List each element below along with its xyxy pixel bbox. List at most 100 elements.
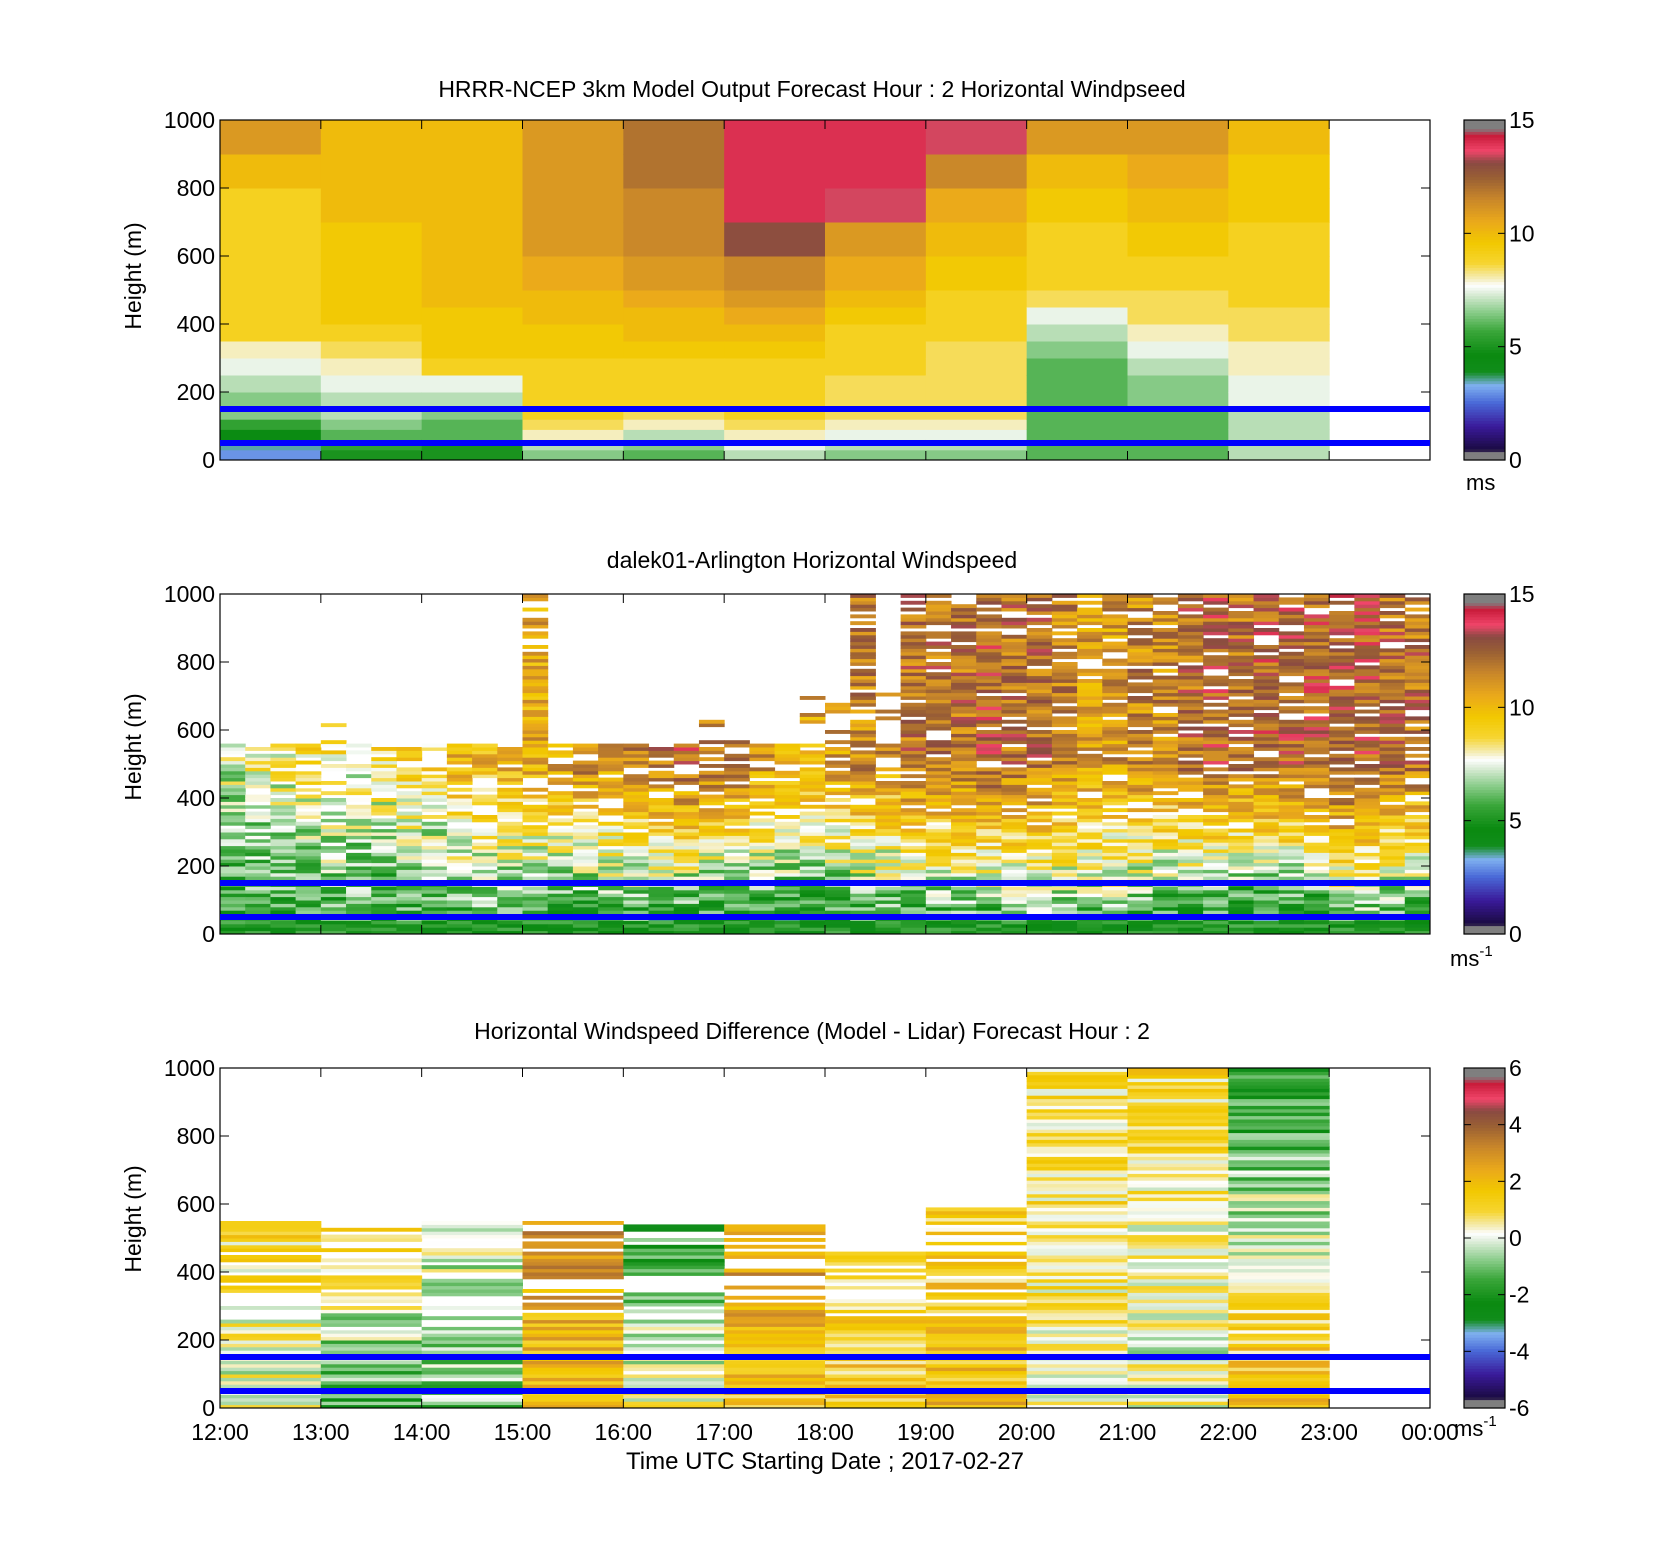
heatmap-cell — [1203, 645, 1229, 649]
heatmap-cell — [220, 1319, 322, 1324]
colorbar-segment — [1464, 1076, 1505, 1080]
heatmap-cell — [1228, 1136, 1330, 1140]
heatmap-cell — [1228, 188, 1330, 223]
heatmap-cell — [825, 307, 927, 325]
heatmap-cell — [1329, 638, 1355, 643]
heatmap-cell — [951, 702, 977, 707]
heatmap-cell — [522, 842, 549, 847]
heatmap-cell — [1278, 832, 1305, 836]
colorbar-segment — [1464, 803, 1505, 808]
heatmap-cell — [925, 930, 952, 935]
heatmap-cell — [925, 1394, 1028, 1399]
heatmap-cell — [1303, 804, 1330, 809]
colorbar-segment — [1464, 693, 1505, 697]
heatmap-cell — [1404, 770, 1431, 775]
heatmap-cell — [421, 808, 448, 813]
heatmap-cell — [270, 859, 297, 864]
heatmap-cell — [220, 767, 246, 772]
colorbar-segment — [1464, 1184, 1505, 1188]
heatmap-cell — [648, 906, 675, 911]
heatmap-cell — [522, 798, 549, 802]
heatmap-cell — [1203, 896, 1229, 901]
heatmap-cell — [825, 872, 851, 877]
heatmap-cell — [925, 1404, 1028, 1409]
heatmap-cell — [1102, 852, 1128, 857]
heatmap-cell — [1278, 658, 1305, 663]
heatmap-cell — [749, 838, 776, 843]
heatmap-cell — [774, 852, 801, 857]
heatmap-cell — [875, 832, 902, 836]
heatmap-cell — [623, 828, 650, 833]
heatmap-cell — [825, 811, 851, 816]
heatmap-cell — [346, 798, 372, 802]
heatmap-cell — [623, 869, 650, 874]
heatmap-cell — [1152, 743, 1179, 748]
heatmap-cell — [1001, 634, 1028, 639]
heatmap-cell — [1127, 1112, 1229, 1117]
heatmap-cell — [1329, 828, 1355, 833]
heatmap-cell — [799, 770, 826, 775]
heatmap-cell — [1127, 736, 1154, 741]
heatmap-cell — [1127, 719, 1154, 724]
heatmap-cell — [572, 910, 599, 915]
heatmap-cell — [1127, 930, 1154, 935]
heatmap-cell — [1404, 804, 1431, 809]
heatmap-cell — [925, 392, 1028, 410]
panel-model: HRRR-NCEP 3km Model Output Forecast Hour… — [120, 76, 1535, 495]
colorbar-segment — [1464, 389, 1505, 393]
colorbar-segment — [1464, 168, 1505, 172]
heatmap-cell — [1228, 906, 1255, 911]
heatmap-cell — [673, 808, 700, 813]
heatmap-cell — [623, 256, 725, 291]
heatmap-cell — [925, 757, 952, 762]
heatmap-cell — [749, 876, 776, 881]
colorbar-segment — [1464, 329, 1505, 334]
colorbar-segment — [1464, 358, 1505, 362]
heatmap-cell — [1127, 1265, 1229, 1270]
heatmap-cell — [1228, 1295, 1330, 1300]
colorbar-segment — [1464, 781, 1505, 785]
colorbar-segment — [1464, 239, 1505, 243]
heatmap-cell — [925, 655, 952, 660]
heatmap-cell — [623, 889, 650, 894]
colorbar-segment — [1464, 196, 1505, 200]
heatmap-cell — [799, 832, 826, 836]
heatmap-cell — [900, 774, 927, 779]
heatmap-cell — [825, 429, 927, 441]
colorbar-segment — [1464, 423, 1505, 427]
heatmap-cell — [1354, 730, 1381, 734]
heatmap-cell — [497, 862, 523, 867]
heatmap-cell — [396, 920, 423, 925]
heatmap-cell — [547, 842, 574, 847]
heatmap-cell — [1152, 696, 1179, 700]
heatmap-cell — [1253, 835, 1280, 840]
panel-lidar-ylabel: Height (m) — [120, 693, 146, 800]
heatmap-cell — [1228, 818, 1255, 823]
heatmap-cell — [1228, 682, 1255, 687]
heatmap-cell — [951, 730, 977, 734]
heatmap-cell — [951, 798, 977, 802]
heatmap-cell — [1177, 614, 1204, 619]
heatmap-cell — [1329, 706, 1355, 711]
heatmap-cell — [1102, 896, 1128, 901]
heatmap-cell — [850, 614, 876, 619]
colorbar-segment — [1464, 205, 1505, 209]
colorbar-segment — [1464, 860, 1505, 864]
heatmap-cell — [421, 1326, 523, 1331]
heatmap-cell — [371, 900, 397, 904]
heatmap-cell — [976, 696, 1002, 700]
heatmap-cell — [446, 743, 473, 748]
heatmap-cell — [850, 645, 876, 649]
colorbar-segment — [1464, 619, 1505, 623]
heatmap-cell — [673, 927, 700, 932]
heatmap-cell — [1278, 655, 1305, 660]
heatmap-cell — [774, 842, 801, 847]
heatmap-cell — [320, 1316, 423, 1321]
heatmap-cell — [522, 682, 549, 687]
heatmap-cell — [371, 889, 397, 894]
heatmap-cell — [1379, 832, 1406, 836]
heatmap-cell — [698, 862, 725, 867]
heatmap-cell — [572, 835, 599, 840]
heatmap-cell — [799, 815, 826, 819]
heatmap-cell — [1001, 702, 1028, 707]
